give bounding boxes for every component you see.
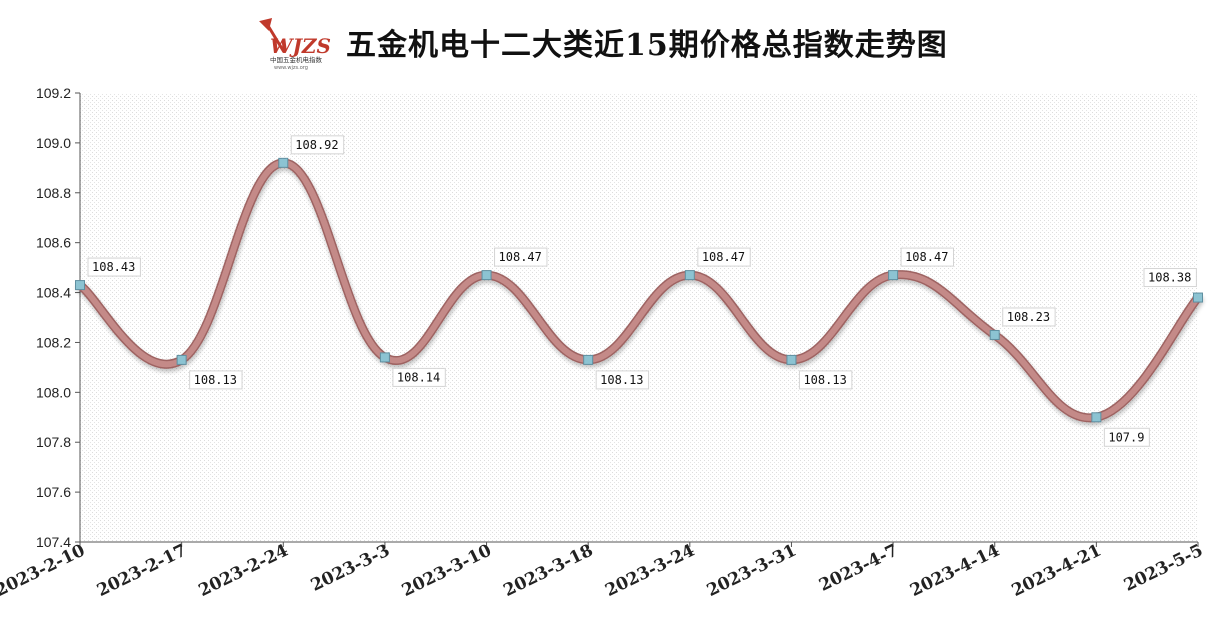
x-tick-label: 2023-3-18: [500, 541, 596, 601]
x-tick-label: 2023-4-21: [1009, 541, 1105, 601]
y-tick-label: 108.6: [36, 235, 71, 251]
data-label: 108.47: [905, 250, 948, 264]
x-axis: 2023-2-10 2023-2-17 2023-2-24 2023-3-3 2023-…: [0, 540, 1206, 601]
data-label: 107.9: [1108, 430, 1144, 444]
series-line: [75, 158, 1203, 423]
series-markers: [75, 157, 1203, 423]
y-tick-label: 109.2: [36, 85, 71, 101]
y-tick-label: 108.8: [36, 185, 71, 201]
data-point-marker: [684, 270, 695, 281]
logo-arrow-icon: [259, 17, 286, 53]
y-tick-label: 108.4: [36, 285, 71, 301]
data-point-marker: [379, 352, 390, 363]
x-tick-label: 2023-2-24: [196, 540, 292, 601]
data-label: 108.47: [702, 250, 745, 264]
data-label-box: [1103, 427, 1150, 447]
data-point-marker: [786, 354, 797, 365]
y-tick-label: 109.0: [36, 135, 71, 151]
data-label-box: [595, 370, 650, 390]
x-tick-label: 2023-3-31: [704, 541, 800, 601]
data-point-marker: [583, 354, 594, 365]
data-label-box: [697, 247, 751, 267]
data-labels: 108.43 108.13 108.92 108.14 108.47 108.13 108.…: [87, 135, 1197, 447]
logo-subtext: 中国五金机电指数: [270, 55, 323, 64]
data-label-box: [392, 367, 446, 387]
data-point-marker: [888, 270, 899, 281]
chart-header: WJZS 中国五金机电指数 www.wjzs.org 五金机电十二大类近15期价…: [0, 0, 1228, 80]
data-point-marker: [1091, 412, 1102, 423]
data-label: 108.92: [295, 138, 338, 152]
data-label: 108.14: [397, 370, 440, 384]
data-label-box: [87, 257, 141, 277]
data-point-marker: [1193, 292, 1203, 303]
x-tick-label: 2023-2-17: [94, 541, 190, 601]
x-tick-label: 2023-3-24: [602, 540, 698, 601]
series-line-path: [77, 159, 1201, 421]
y-tick-label: 107.6: [36, 484, 71, 500]
x-tick-label: 2023-4-14: [907, 540, 1003, 601]
data-label: 108.13: [600, 373, 643, 387]
y-tick-label: 107.4: [36, 534, 71, 550]
logo-text: WJZS: [270, 34, 331, 58]
data-label: 108.43: [92, 260, 135, 274]
y-axis: 107.4 107.6 107.8 108.0 108.2 108.4 108.6 108.8…: [36, 85, 80, 550]
x-tick-label: 2023-5-5: [1121, 541, 1206, 596]
chart-title: 五金机电十二大类近15期价格总指数走势图: [346, 28, 948, 63]
y-tick-label: 108.0: [36, 384, 71, 400]
data-label-box: [1143, 268, 1197, 288]
x-tick-label: 2023-3-10: [399, 540, 495, 601]
x-tick-label: 2023-4-7: [816, 541, 901, 596]
wjzs-logo: WJZS 中国五金机电指数 www.wjzs.org: [259, 17, 331, 71]
data-label-box: [290, 135, 345, 155]
logo-url-text: www.wjzs.org: [274, 65, 308, 71]
data-point-marker: [75, 280, 85, 291]
data-label: 108.23: [1007, 310, 1050, 324]
data-point-marker: [989, 329, 1000, 340]
data-label-box: [1002, 307, 1056, 327]
data-point-marker: [176, 354, 187, 365]
x-tick-label: 2023-3-3: [308, 541, 393, 596]
y-tick-label: 108.2: [36, 334, 71, 350]
y-tick-label: 107.8: [36, 434, 71, 450]
data-label: 108.13: [803, 373, 846, 387]
data-label-box: [900, 247, 954, 267]
data-point-marker: [481, 270, 492, 281]
data-label: 108.13: [194, 373, 237, 387]
data-label-box: [798, 370, 853, 390]
data-label-box: [189, 370, 243, 390]
data-label: 108.47: [499, 250, 542, 264]
data-label-box: [494, 247, 548, 267]
data-label: 108.38: [1148, 271, 1191, 285]
data-point-marker: [278, 157, 289, 168]
